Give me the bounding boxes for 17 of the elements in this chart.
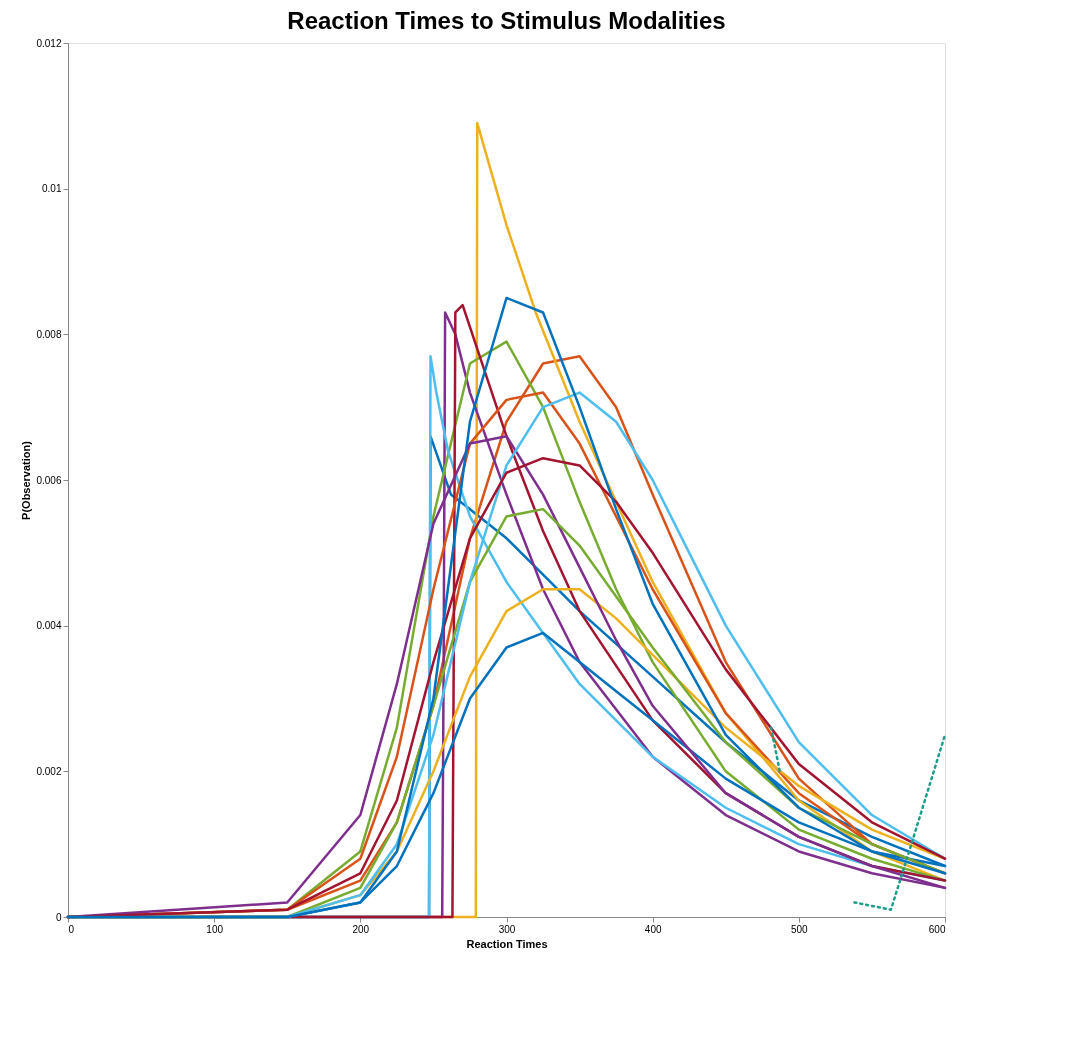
y-tick-label: 0.006 <box>36 474 62 486</box>
y-tick-label: 0.012 <box>36 37 62 49</box>
y-tick-label: 0.008 <box>36 328 62 340</box>
y-tick-label: 0 <box>55 911 62 923</box>
x-tick-label: 200 <box>352 923 370 935</box>
x-tick-label: 100 <box>206 923 224 935</box>
x-tick-label: 400 <box>644 923 662 935</box>
x-axis-title: Reaction Times <box>466 937 548 950</box>
x-tick-label: 600 <box>928 923 946 935</box>
x-tick-label: 0 <box>68 923 75 935</box>
y-tick-label: 0.002 <box>36 765 62 777</box>
x-tick-label: 300 <box>498 923 516 935</box>
y-tick-label: 0.01 <box>42 183 62 195</box>
y-axis-title: P(Observation) <box>20 440 33 520</box>
chart-title: Reaction Times to Stimulus Modalities <box>287 7 726 34</box>
y-tick-label: 0.004 <box>36 620 62 632</box>
x-tick-label: 500 <box>790 923 809 935</box>
